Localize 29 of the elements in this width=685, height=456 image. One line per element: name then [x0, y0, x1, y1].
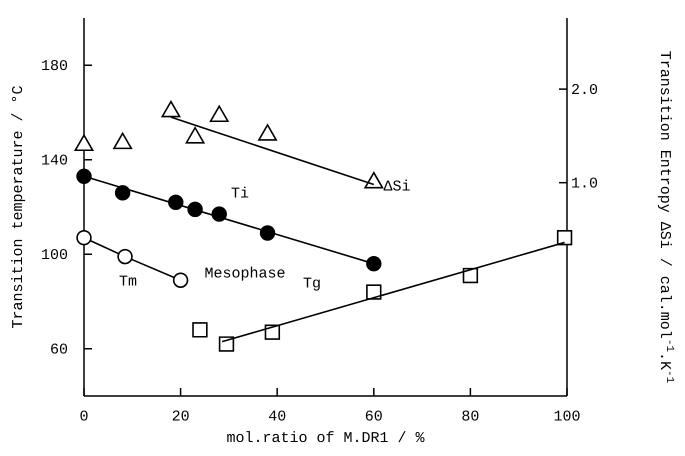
y-axis-title: Transition temperature / °C: [10, 85, 27, 329]
point: [366, 284, 382, 300]
point: [192, 322, 208, 338]
y-tick-label: 140: [40, 152, 68, 170]
annotation: Tg: [302, 275, 322, 292]
y-tick-label: 100: [40, 247, 68, 264]
x-tick-label: 60: [364, 408, 383, 426]
point: [462, 268, 478, 284]
annotation: Tm: [118, 273, 138, 290]
x-tick-label: 80: [461, 408, 480, 426]
y2-tick-label: 1.0: [571, 175, 598, 192]
point: [76, 230, 92, 246]
annotation: Ti: [230, 185, 250, 202]
point: [366, 256, 382, 272]
y-tick-label: 60: [50, 342, 68, 359]
x-tick-label: 20: [172, 408, 190, 426]
annotation: ΔSi: [383, 178, 411, 196]
annotation: Mesophase: [204, 265, 286, 282]
y2-tick-label: 2.0: [571, 82, 598, 99]
x-axis-title: mol.ratio of M.DR1 / %: [226, 430, 426, 447]
point: [114, 185, 130, 201]
point: [172, 272, 188, 288]
x-tick-label: 40: [268, 408, 286, 426]
x-tick-label: 100: [553, 408, 581, 426]
x-tick-label: 0: [79, 408, 89, 426]
point: [556, 230, 572, 246]
point: [76, 168, 92, 184]
point: [117, 248, 133, 264]
y-tick-label: 180: [40, 58, 68, 76]
